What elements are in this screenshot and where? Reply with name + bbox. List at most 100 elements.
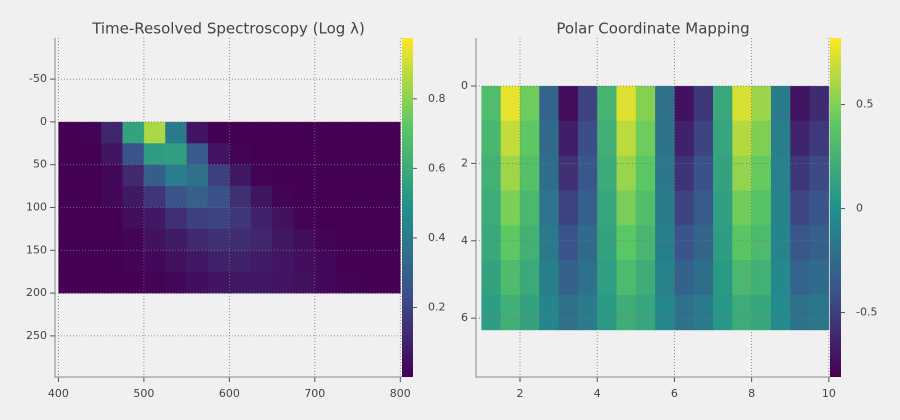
heatmap-cell (693, 190, 714, 226)
heatmap-cell (143, 271, 166, 294)
heatmap-cell (101, 143, 123, 166)
heatmap-cell (751, 155, 772, 191)
heatmap-cell (809, 120, 830, 157)
heatmap-cell (186, 271, 209, 294)
heatmap-cell (272, 228, 294, 251)
heatmap-cell (790, 120, 810, 157)
heatmap-cell (293, 164, 316, 187)
heatmap-cell (500, 155, 521, 191)
heatmap-cell (732, 260, 753, 296)
heatmap-cell (770, 85, 791, 122)
heatmap-cell (635, 85, 656, 122)
heatmap-cell (293, 207, 316, 230)
heatmap-cell (520, 190, 540, 226)
colorbar (830, 38, 841, 377)
heatmap-cell (790, 294, 810, 331)
heatmap-cell (378, 186, 401, 208)
heatmap-cell (809, 85, 830, 122)
heatmap-cell (558, 294, 579, 331)
heatmap-cell (693, 294, 714, 331)
heatmap-cell (520, 120, 540, 157)
heatmap-cell (674, 190, 695, 226)
heatmap-cell (481, 190, 502, 226)
heatmap-cell (79, 164, 102, 187)
y-tick-label: -50 (29, 72, 47, 85)
heatmap-cell (336, 207, 358, 230)
x-tick-label: 6 (671, 387, 678, 400)
heatmap-cell (250, 228, 273, 251)
heatmap-cell (58, 228, 81, 251)
heatmap-cell (635, 225, 656, 261)
heatmap-cell (500, 225, 521, 261)
heatmap-cell (616, 225, 637, 261)
heatmap-cell (809, 155, 830, 191)
heatmap-cell (481, 225, 502, 261)
x-tick-label: 800 (390, 387, 411, 400)
heatmap-cell (122, 228, 145, 251)
heatmap-cell (577, 155, 598, 191)
heatmap-cell (143, 143, 166, 166)
heatmap-cell (272, 186, 294, 208)
colorbar-tick-label: 0.2 (428, 300, 446, 313)
heatmap-cell (101, 228, 123, 251)
heatmap-cell (293, 228, 316, 251)
heatmap-cell (314, 228, 337, 251)
heatmap-cell (58, 186, 81, 208)
heatmap-cell (58, 207, 81, 230)
heatmap-cell (520, 155, 540, 191)
colorbar-tick-label: 0 (856, 202, 863, 215)
heatmap-cell (207, 228, 230, 251)
heatmap-cell (481, 155, 502, 191)
heatmap-cell (655, 190, 675, 226)
heatmap-cell (597, 155, 617, 191)
heatmap-cell (539, 155, 560, 191)
heatmap-cell (539, 190, 560, 226)
heatmap-cell (143, 207, 166, 230)
heatmap-cell (357, 186, 380, 208)
heatmap-cell (732, 294, 753, 331)
heatmap-cell (58, 250, 81, 273)
heatmap-cell (713, 85, 733, 122)
heatmap-cell (732, 190, 753, 226)
heatmap-cell (481, 85, 502, 122)
heatmap-cell (336, 164, 358, 187)
heatmap-cell (539, 260, 560, 296)
heatmap-cell (229, 186, 252, 208)
heatmap-cell (165, 250, 188, 273)
y-tick-label: 2 (461, 156, 468, 169)
heatmap-cell (186, 228, 209, 251)
colorbar-tick-label: 0.5 (856, 98, 874, 111)
heatmap-cell (122, 250, 145, 273)
heatmap-cell (229, 228, 252, 251)
heatmap-cell (207, 250, 230, 273)
heatmap-cell (336, 121, 358, 144)
y-tick-label: 100 (26, 201, 47, 214)
heatmap-cell (481, 120, 502, 157)
heatmap-cell (58, 164, 81, 187)
heatmap-cell (790, 85, 810, 122)
heatmap-cell (186, 143, 209, 166)
heatmap-cell (577, 260, 598, 296)
heatmap-cell (143, 121, 166, 144)
heatmap-cell (272, 121, 294, 144)
heatmap-cell (165, 143, 188, 166)
heatmap-cell (558, 260, 579, 296)
heatmap-cell (357, 143, 380, 166)
heatmap-cell (293, 121, 316, 144)
heatmap-cell (500, 120, 521, 157)
heatmap-cell (713, 225, 733, 261)
heatmap-cell (165, 271, 188, 294)
heatmap-cell (655, 155, 675, 191)
colorbar-tick-label: 0.8 (428, 92, 446, 105)
heatmap-cell (293, 271, 316, 294)
heatmap-cell (635, 155, 656, 191)
heatmap-cell (481, 260, 502, 296)
heatmap-cell (357, 250, 380, 273)
heatmap-cell (272, 271, 294, 294)
heatmap-cell (539, 294, 560, 331)
heatmap-cell (751, 85, 772, 122)
heatmap-cell (165, 121, 188, 144)
x-tick-label: 700 (304, 387, 325, 400)
heatmap-cell (790, 155, 810, 191)
heatmap-cell (378, 271, 401, 294)
